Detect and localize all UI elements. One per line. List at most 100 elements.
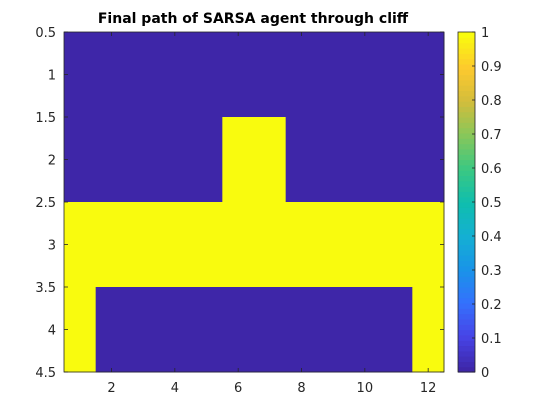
- colorbar-tick-label: 0.1: [481, 332, 502, 347]
- colorbar-segment: [458, 180, 475, 187]
- heatmap-cell: [95, 202, 128, 288]
- colorbar-segment: [458, 37, 475, 44]
- heatmap-cell: [159, 202, 192, 288]
- colorbar-segment: [458, 63, 475, 70]
- heatmap-cell: [64, 202, 97, 288]
- colorbar-tick-label: 1: [481, 26, 489, 41]
- colorbar-segment: [458, 32, 475, 38]
- colorbar-segment: [458, 350, 475, 357]
- colorbar-tick-label: 0.3: [481, 264, 502, 279]
- colorbar-segment: [458, 217, 475, 224]
- colorbar-segment: [458, 111, 475, 118]
- colorbar-segment: [458, 196, 475, 203]
- heatmap-cells: [64, 32, 445, 373]
- colorbar-segment: [458, 143, 475, 150]
- y-tick-label: 1: [48, 69, 56, 84]
- y-tick-label: 3: [48, 239, 56, 254]
- colorbar-tick-label: 0.7: [481, 128, 502, 143]
- colorbar-segment: [458, 132, 475, 139]
- colorbar-segment: [458, 329, 475, 336]
- colorbar-segment: [458, 122, 475, 129]
- heatmap-cell: [349, 202, 382, 288]
- colorbar-segment: [458, 287, 475, 293]
- y-tick-label: 3.5: [35, 281, 56, 296]
- colorbar-segment: [458, 148, 475, 155]
- colorbar-segment: [458, 260, 475, 267]
- x-tick-label: 8: [297, 381, 305, 396]
- colorbar-segment: [458, 239, 475, 246]
- heatmap-cell: [349, 287, 382, 373]
- colorbar-segment: [458, 366, 475, 373]
- heatmap-cell: [254, 32, 287, 118]
- colorbar-segment: [458, 106, 475, 113]
- heatmap-cell: [190, 32, 223, 118]
- heatmap-cell: [127, 202, 160, 288]
- heatmap-cell: [127, 32, 160, 118]
- colorbar-segment: [458, 117, 475, 123]
- colorbar-segment: [458, 281, 475, 288]
- colorbar-segment: [458, 79, 475, 86]
- heatmap-cell: [254, 117, 287, 203]
- heatmap-cell: [159, 32, 192, 118]
- colorbar-segment: [458, 159, 475, 166]
- y-tick-label: 2.5: [35, 196, 56, 211]
- heatmap-cell: [222, 202, 255, 288]
- heatmap-cell: [412, 32, 445, 118]
- colorbar-segment: [458, 212, 475, 219]
- x-tick-label: 6: [234, 381, 242, 396]
- heatmap-cell: [222, 287, 255, 373]
- colorbar-segment: [458, 74, 475, 81]
- colorbar-segment: [458, 244, 475, 251]
- colorbar-segment: [458, 361, 475, 368]
- colorbar-segment: [458, 356, 475, 362]
- colorbar-tick-label: 0.4: [481, 230, 502, 245]
- y-tick-label: 4.5: [35, 366, 56, 381]
- heatmap-cell: [285, 32, 318, 118]
- heatmap-cell: [317, 32, 350, 118]
- colorbar-segment: [458, 69, 475, 76]
- heatmap-cell: [254, 287, 287, 373]
- colorbar-tick-label: 0.9: [481, 60, 502, 75]
- heatmap-cell: [285, 117, 318, 203]
- colorbar-segment: [458, 207, 475, 214]
- y-tick-label: 2: [48, 154, 56, 169]
- heatmap-cell: [317, 117, 350, 203]
- heatmap-cell: [380, 117, 413, 203]
- colorbar-segment: [458, 345, 475, 352]
- heatmap-cell: [64, 287, 97, 373]
- colorbar-segment: [458, 308, 475, 315]
- heatmap-cell: [412, 117, 445, 203]
- heatmap-cell: [380, 32, 413, 118]
- heatmap-cell: [380, 287, 413, 373]
- colorbar-segment: [458, 186, 475, 192]
- colorbar-segment: [458, 297, 475, 304]
- heatmap-cell: [190, 117, 223, 203]
- heatmap-cell: [285, 287, 318, 373]
- colorbar-segment: [458, 302, 475, 309]
- x-tick-label: 12: [420, 381, 437, 396]
- colorbar-segment: [458, 85, 475, 92]
- colorbar-segment: [458, 154, 475, 161]
- y-axis: 0.5 1 1.5 2 2.5 3 3.5 4 4.5: [35, 26, 444, 381]
- colorbar-segment: [458, 334, 475, 341]
- x-axis: 2 4 6 8 10 12: [107, 32, 436, 396]
- colorbar-segment: [458, 271, 475, 277]
- heatmap-cell: [95, 117, 128, 203]
- heatmap-cell: [159, 287, 192, 373]
- heatmap-cell: [159, 117, 192, 203]
- heatmap-cell: [349, 32, 382, 118]
- colorbar: 0 0.1 0.2 0.3 0.4 0.5 0.6 0.7 0.8 0.9 1: [458, 26, 502, 381]
- y-tick-label: 0.5: [35, 26, 56, 41]
- heatmap-cell: [317, 202, 350, 288]
- heatmap-cell: [95, 32, 128, 118]
- colorbar-segment: [458, 175, 475, 182]
- colorbar-segment: [458, 340, 475, 347]
- colorbar-segment: [458, 223, 475, 230]
- heatmap-cell: [285, 202, 318, 288]
- heatmap-cell: [380, 202, 413, 288]
- colorbar-segment: [458, 292, 475, 299]
- colorbar-segment: [458, 101, 475, 107]
- heatmap-cell: [222, 117, 255, 203]
- colorbar-frame: [457, 31, 476, 373]
- colorbar-segment: [458, 90, 475, 97]
